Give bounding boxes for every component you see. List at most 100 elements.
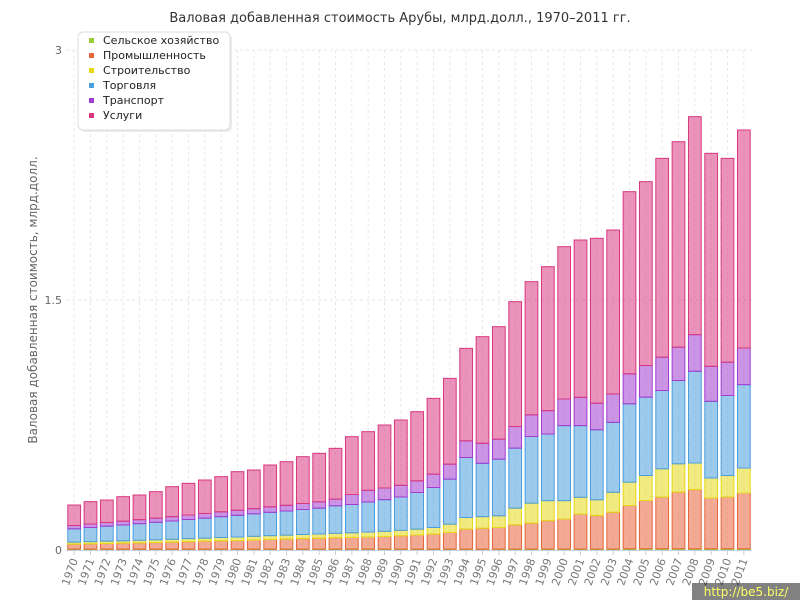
legend-box [77, 31, 231, 131]
bar-segment-6-1982 [263, 464, 278, 508]
legend-label: Услуги [103, 109, 142, 122]
bar-segment-4-1979 [214, 516, 229, 539]
bar-segment-3-1992 [426, 527, 441, 535]
bar-segment-2-2009 [704, 497, 719, 550]
bar-segment-5-1986 [328, 498, 343, 507]
bar-stack-1982 [263, 464, 278, 551]
bar-segment-4-2001 [573, 425, 588, 498]
bar-segment-2-1995 [475, 527, 490, 550]
bar-segment-6-1994 [459, 347, 474, 442]
bar-stack-1988 [361, 431, 376, 551]
bar-segment-2-1988 [361, 536, 376, 550]
bar-segment-4-2007 [671, 380, 686, 465]
bar-stack-1983 [279, 461, 294, 551]
bar-stack-2002 [589, 237, 604, 551]
bar-segment-2-1999 [540, 520, 555, 550]
bar-segment-6-1983 [279, 461, 294, 506]
bar-segment-5-2005 [638, 365, 653, 398]
bar-segment-6-1998 [524, 281, 539, 416]
bar-segment-5-1999 [540, 410, 555, 435]
bar-segment-4-1989 [377, 499, 392, 532]
bar-segment-3-2005 [638, 475, 653, 501]
bar-segment-3-2004 [622, 481, 637, 506]
bar-segment-3-1983 [279, 534, 294, 540]
bar-segment-2-2006 [655, 496, 670, 550]
bar-segment-5-1989 [377, 487, 392, 501]
bar-segment-2-1982 [263, 539, 278, 550]
bar-segment-5-1994 [459, 440, 474, 459]
bar-stack-2009 [704, 152, 719, 551]
bar-stack-2001 [573, 239, 588, 551]
bar-segment-6-1987 [344, 436, 359, 495]
bar-segment-4-1971 [83, 527, 98, 543]
bar-segment-3-1986 [328, 532, 343, 539]
bar-segment-2-1991 [410, 534, 425, 550]
bar-segment-4-2009 [704, 400, 719, 479]
bar-stack-1987 [344, 436, 359, 551]
bar-segment-3-1996 [491, 515, 506, 528]
bar-stack-1984 [295, 456, 310, 551]
bar-segment-3-1988 [361, 531, 376, 538]
bar-segment-5-2000 [557, 398, 572, 427]
bar-segment-3-1981 [246, 535, 261, 541]
bar-segment-5-2008 [687, 334, 702, 372]
bar-segment-3-1997 [508, 507, 523, 526]
bar-segment-2-1978 [197, 540, 212, 550]
bar-segment-4-2010 [720, 395, 735, 476]
bar-segment-2-1985 [312, 537, 327, 550]
bar-segment-3-2008 [687, 462, 702, 491]
bar-segment-4-1997 [508, 447, 523, 509]
bar-segment-4-2005 [638, 396, 653, 476]
bar-segment-5-1987 [344, 494, 359, 505]
bar-segment-2-1996 [491, 527, 506, 550]
bar-segment-3-2002 [589, 499, 604, 517]
bar-segment-2-2005 [638, 500, 653, 550]
bar-segment-5-1972 [99, 522, 114, 527]
bar-segment-6-1986 [328, 447, 343, 500]
bar-segment-2-2008 [687, 489, 702, 550]
bar-stack-1999 [540, 266, 555, 551]
bar-segment-2-1974 [132, 542, 147, 550]
bar-segment-2-1989 [377, 536, 392, 550]
bar-segment-6-1972 [99, 499, 114, 523]
bar-segment-4-1996 [491, 458, 506, 517]
bar-segment-4-1998 [524, 436, 539, 504]
bar-segment-2-1976 [165, 541, 180, 550]
legend-swatch [89, 38, 94, 43]
bar-segment-4-1982 [263, 511, 278, 537]
bar-segment-4-1974 [132, 523, 147, 541]
bar-stack-1971 [83, 501, 98, 551]
bar-segment-3-2010 [720, 475, 735, 498]
bar-segment-6-2003 [606, 229, 621, 395]
bar-segment-5-2009 [704, 365, 719, 402]
bar-stack-1979 [214, 476, 229, 551]
bar-segment-2-1998 [524, 522, 539, 550]
y-axis-label: Валовая добавленная стоимость, млрд.долл… [26, 156, 40, 443]
bar-segment-5-1998 [524, 414, 539, 438]
bar-segment-6-1979 [214, 476, 229, 513]
bar-segment-3-1985 [312, 533, 327, 539]
bar-stack-2003 [606, 229, 621, 551]
bar-segment-4-1975 [148, 521, 163, 541]
bar-segment-2-1972 [99, 543, 114, 550]
bar-segment-4-1972 [99, 525, 114, 542]
bar-segment-6-1996 [491, 326, 506, 440]
watermark-text: http://be5.biz/ [704, 585, 789, 599]
bar-stack-1976 [165, 486, 180, 551]
bar-segment-5-2003 [606, 393, 621, 423]
bar-segment-6-1995 [475, 336, 490, 444]
bar-segment-5-2007 [671, 346, 686, 381]
bar-stack-1974 [132, 494, 147, 551]
bar-segment-3-1987 [344, 532, 359, 538]
bar-segment-6-2001 [573, 239, 588, 398]
bar-stack-2006 [655, 157, 670, 551]
bar-segment-3-1995 [475, 516, 490, 529]
bar-segment-6-1985 [312, 452, 327, 503]
bar-segment-5-1992 [426, 473, 441, 488]
bar-stack-2004 [622, 191, 637, 551]
bar-segment-4-1987 [344, 504, 359, 534]
bar-segment-3-1999 [540, 500, 555, 522]
bar-segment-2-1973 [116, 542, 131, 550]
bar-segment-5-1990 [393, 484, 408, 498]
